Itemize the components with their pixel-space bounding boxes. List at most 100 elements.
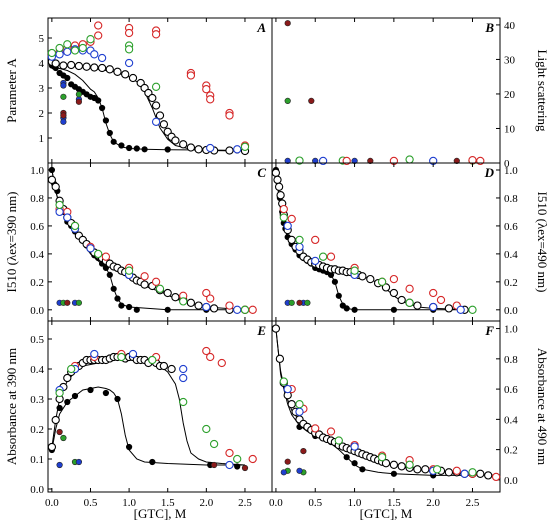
data-point-filled <box>118 142 125 149</box>
data-point-open <box>217 358 226 368</box>
data-point-filled <box>284 157 291 164</box>
data-point-open <box>202 424 211 434</box>
y-tick-label: 0.3 <box>30 394 44 406</box>
data-point-open <box>124 58 134 68</box>
y-tick-label: 0.0 <box>504 475 518 487</box>
data-point-filled <box>308 97 315 104</box>
y-tick-label: 1.0 <box>504 165 518 177</box>
data-point-open <box>274 182 284 191</box>
data-point-open <box>194 301 203 310</box>
data-point-open <box>225 301 234 310</box>
y-tick-label: 0.8 <box>504 354 518 366</box>
data-point-filled <box>284 20 291 27</box>
data-point-open <box>233 305 242 314</box>
data-point-open <box>432 465 442 474</box>
plot-frame <box>271 320 501 493</box>
data-point-open <box>124 45 134 54</box>
data-point-filled <box>211 461 218 469</box>
y-tick-label: 0.0 <box>30 484 44 496</box>
data-point-open <box>240 142 250 151</box>
data-point-open <box>55 207 64 217</box>
data-point-open <box>163 288 172 298</box>
data-point-open <box>155 284 165 293</box>
y-tick-label: 2 <box>39 108 45 120</box>
x-tick-label: 1.0 <box>348 497 362 509</box>
data-point-open <box>273 175 282 184</box>
data-point-open <box>295 156 304 165</box>
data-point-open <box>148 93 157 103</box>
x-axis-label: [GTC], M <box>134 506 187 521</box>
fit-curve <box>51 359 246 466</box>
data-point-open <box>151 117 161 126</box>
data-point-open <box>452 466 461 475</box>
data-point-open <box>484 471 493 480</box>
data-point-filled <box>75 98 82 105</box>
y-tick-label: 0.4 <box>504 414 518 426</box>
data-point-open <box>350 266 359 275</box>
data-point-open <box>334 436 343 445</box>
data-point-filled <box>390 306 398 313</box>
data-point-filled <box>64 299 71 306</box>
data-point-open <box>233 145 242 154</box>
x-tick-label: 2.0 <box>199 497 213 509</box>
data-point-filled <box>60 434 67 442</box>
data-point-filled <box>71 392 79 400</box>
data-point-filled <box>359 466 366 473</box>
data-point-open <box>94 249 103 259</box>
panel-label: A <box>256 20 266 35</box>
data-point-open <box>124 266 134 275</box>
data-point-open <box>151 82 161 91</box>
data-point-open <box>206 352 215 362</box>
panel-e: 0.0 0.1 0.2 0.3 0.4 0.5 0.0 0.5 1.0 1.5 2.0 2.5 Abso… <box>4 320 273 521</box>
panel-b: 0 10 20 30 40 Light scattering B <box>271 17 550 170</box>
data-point-open <box>429 288 438 298</box>
data-point-open <box>326 252 336 261</box>
panel-c: 0.0 0.2 0.4 0.6 0.8 1.0 I510 (λex=390 nm) C <box>4 162 273 322</box>
data-point-filled <box>453 157 460 164</box>
data-point-open <box>397 295 406 305</box>
data-point-open <box>90 349 99 359</box>
data-point-open <box>63 213 72 222</box>
data-point-open <box>51 59 60 68</box>
y-axis-label: Parameter A <box>4 58 19 123</box>
data-point-open <box>271 324 281 333</box>
data-point-open <box>97 63 107 73</box>
fit-curve <box>51 386 245 466</box>
data-point-open <box>82 62 91 71</box>
data-point-open <box>389 460 399 469</box>
data-point-filled <box>164 306 171 313</box>
data-point-filled <box>56 404 63 412</box>
data-point-open <box>381 459 391 468</box>
data-point-filled <box>133 306 140 313</box>
data-point-open <box>444 304 454 313</box>
data-point-open <box>140 280 149 289</box>
data-point-open <box>233 454 242 464</box>
data-point-open <box>279 377 288 386</box>
data-point-filled <box>106 129 113 137</box>
data-point-open <box>225 448 234 458</box>
data-point-open <box>186 143 196 152</box>
data-point-open <box>124 28 134 38</box>
data-point-open <box>413 465 422 474</box>
data-point-filled <box>60 118 67 125</box>
data-point-open <box>366 274 375 284</box>
data-point-open <box>209 304 219 313</box>
y-tick-label: 0.2 <box>504 445 518 457</box>
data-point-open <box>275 354 285 363</box>
y-tick-label: 0.0 <box>30 305 44 317</box>
data-point-filled <box>343 305 350 312</box>
data-point-open <box>389 274 399 284</box>
plot-frame <box>271 162 501 322</box>
data-point-open <box>179 397 188 407</box>
panel-d: 0.0 0.2 0.4 0.6 0.8 1.0 I510 (λex=490 nm) D <box>271 162 550 322</box>
y-tick-label: 30 <box>504 54 516 66</box>
data-point-open <box>206 95 215 104</box>
data-point-open <box>159 361 169 371</box>
data-point-filled <box>331 278 339 285</box>
y-tick-label: 0.8 <box>30 193 44 205</box>
data-point-open <box>377 277 387 286</box>
data-point-open <box>456 305 465 314</box>
data-point-open <box>209 439 219 449</box>
x-tick-label: 2.5 <box>238 497 252 509</box>
data-point-open <box>113 67 122 76</box>
